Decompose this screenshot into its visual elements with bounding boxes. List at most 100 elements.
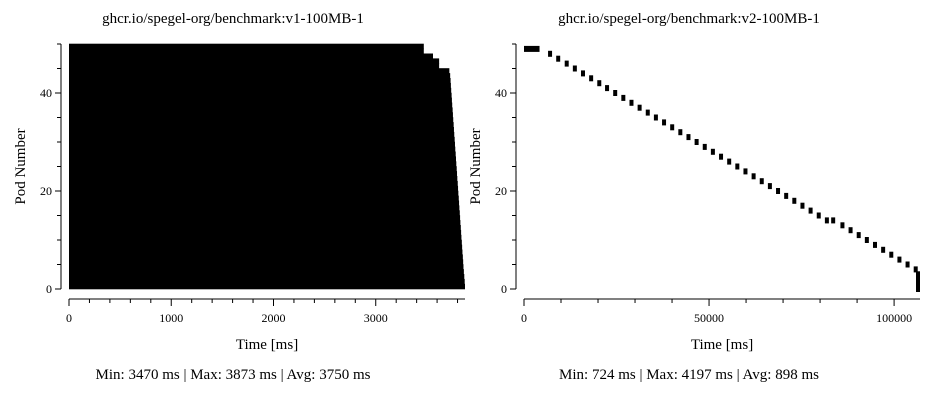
pod-point — [816, 212, 821, 219]
pod-bar — [69, 200, 460, 206]
y-axis-label: Pod Number — [13, 128, 29, 204]
pod-bar — [69, 136, 455, 143]
pod-point — [670, 124, 675, 131]
pod-point — [916, 276, 920, 283]
x-axis-label: Time [ms] — [691, 337, 753, 353]
pod-point — [572, 65, 577, 72]
pod-point — [613, 90, 618, 96]
plot-area-v2: 0 20 40 Pod Number 0 50000 100000 Time [ms] — [468, 43, 920, 353]
pod-point — [605, 85, 610, 92]
x-tick-label: 0 — [521, 311, 527, 325]
pod-point — [916, 281, 920, 288]
x-tick-label: 3000 — [364, 311, 388, 325]
pod-point — [735, 163, 740, 170]
pod-bar — [69, 259, 464, 265]
pod-bar — [69, 176, 458, 182]
pod-bar — [69, 264, 464, 270]
pod-point — [792, 197, 797, 204]
pod-point — [645, 109, 650, 116]
pod-bar — [69, 82, 451, 89]
pod-bar — [69, 156, 457, 162]
chart-panel-v2: ghcr.io/spegel-org/benchmark:v2-100MB-1 … — [456, 0, 922, 400]
pod-bar — [69, 73, 451, 79]
pod-point — [848, 227, 853, 234]
pod-bar — [69, 269, 464, 275]
pod-point — [800, 202, 805, 209]
pod-point — [864, 237, 869, 243]
pod-bar — [69, 112, 453, 118]
pod-bar — [69, 87, 452, 94]
pod-point — [916, 271, 920, 278]
y-axis-label: Pod Number — [468, 128, 484, 204]
pod-bar — [69, 43, 424, 50]
chart-title: ghcr.io/spegel-org/benchmark:v2-100MB-1 — [558, 11, 820, 27]
y-tick-label: 0 — [46, 282, 52, 296]
pod-point — [524, 45, 540, 52]
pod-bar — [69, 205, 460, 211]
pod-point — [751, 173, 756, 180]
pod-point — [743, 168, 748, 175]
chart-title: ghcr.io/spegel-org/benchmark:v1-100MB-1 — [102, 11, 364, 27]
pod-bar — [69, 63, 440, 69]
pod-point — [629, 99, 634, 106]
pod-point — [897, 256, 902, 263]
pod-bar — [69, 225, 461, 231]
pod-point — [905, 261, 910, 268]
summary-stats: Min: 724 ms | Max: 4197 ms | Avg: 898 ms — [559, 367, 819, 383]
pod-bar — [69, 68, 450, 74]
pod-bar — [69, 210, 460, 216]
y-tick-label: 0 — [501, 282, 507, 296]
pod-bar — [69, 117, 454, 123]
pod-point — [881, 246, 886, 253]
pod-bar — [69, 97, 452, 104]
pod-point — [889, 251, 894, 258]
x-tick-label: 50000 — [694, 311, 724, 325]
pod-point — [710, 148, 715, 155]
pod-bar — [69, 180, 458, 187]
pod-bar — [69, 274, 465, 280]
pod-bar — [69, 171, 458, 177]
pod-bar — [69, 185, 459, 192]
pod-bar — [69, 58, 440, 64]
pod-bar — [69, 107, 453, 113]
pod-point — [694, 139, 699, 145]
pod-point — [872, 241, 877, 248]
x-tick-label: 1000 — [159, 311, 183, 325]
pod-bar — [69, 254, 463, 260]
pod-bar — [69, 220, 461, 226]
pod-point — [767, 183, 772, 190]
pod-point — [913, 266, 918, 273]
pod-point — [637, 104, 642, 111]
chart-panel-v1: ghcr.io/spegel-org/benchmark:v1-100MB-1 … — [0, 0, 466, 400]
pod-bar — [69, 146, 456, 153]
pod-point — [580, 70, 585, 77]
pod-point — [662, 119, 667, 126]
pod-bar — [69, 151, 456, 157]
pod-point — [831, 217, 836, 224]
pod-bar — [69, 166, 457, 172]
pod-point — [548, 50, 553, 57]
pod-point — [678, 129, 683, 136]
pod-point — [564, 60, 569, 67]
pod-point — [589, 75, 594, 82]
pod-point — [784, 192, 789, 199]
pod-bar — [69, 244, 463, 251]
pod-point — [621, 94, 626, 101]
pod-bar — [69, 161, 457, 167]
pod-point — [702, 143, 707, 150]
pod-point — [808, 207, 813, 214]
pod-point — [556, 55, 561, 62]
pod-bar — [69, 278, 465, 285]
pod-bar — [69, 234, 462, 241]
x-axis-label: Time [ms] — [236, 337, 298, 353]
pod-point — [686, 134, 691, 141]
pod-point — [776, 188, 781, 194]
pod-point — [653, 114, 658, 121]
pod-bar — [69, 122, 454, 128]
pod-bar — [69, 190, 459, 197]
pod-bar — [69, 215, 461, 221]
pod-bar — [69, 141, 455, 148]
pod-point — [759, 178, 764, 185]
pod-bar — [69, 229, 462, 236]
summary-stats: Min: 3470 ms | Max: 3873 ms | Avg: 3750 … — [95, 367, 371, 383]
